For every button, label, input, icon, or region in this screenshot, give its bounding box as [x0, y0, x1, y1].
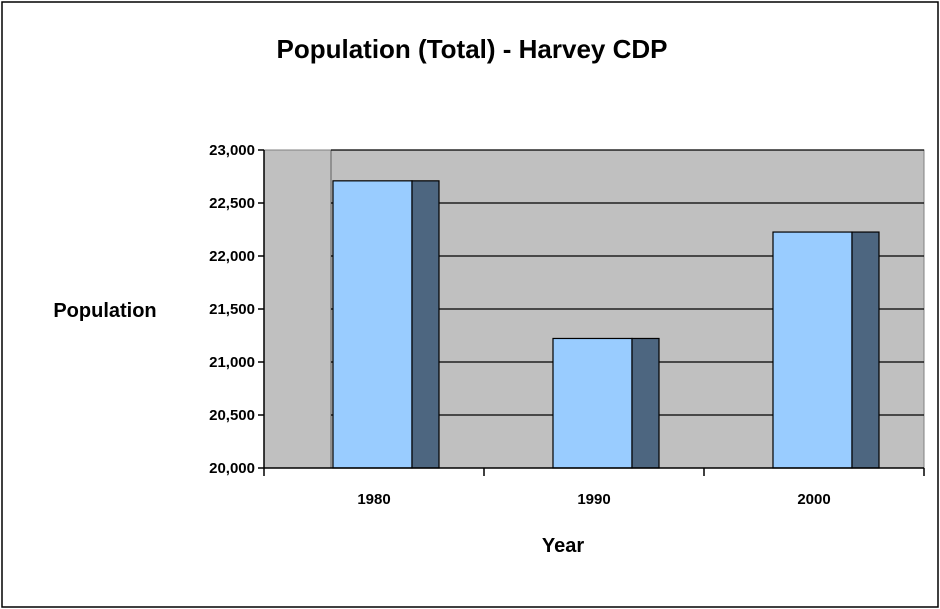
y-tick-label: 23,000 — [209, 142, 255, 159]
bar-front-1980 — [332, 180, 413, 469]
x-axis-ticks: 1980 1990 2000 — [263, 468, 925, 508]
chart-title: Population (Total) - Harvey CDP — [277, 34, 668, 64]
y-tick-label: 20,500 — [209, 407, 255, 424]
x-tick-label: 2000 — [797, 491, 830, 508]
x-tick-label: 1980 — [357, 491, 390, 508]
bar-front-2000 — [772, 231, 853, 469]
bar-side-1980 — [411, 180, 440, 469]
y-tick-label: 22,500 — [209, 195, 255, 212]
x-tick-label: 1990 — [577, 491, 610, 508]
x-axis-title: Year — [542, 535, 584, 557]
bar-front-1990 — [552, 337, 633, 469]
y-tick-label: 21,500 — [209, 301, 255, 318]
y-tick-label: 20,000 — [209, 460, 255, 477]
bar-side-1990 — [631, 337, 660, 469]
y-tick-label: 22,000 — [209, 248, 255, 265]
y-axis-ticks: 20,000 20,500 21,000 21,500 22,000 22,500 23,0… — [209, 142, 264, 477]
bars — [332, 180, 880, 469]
y-tick-label: 21,000 — [209, 354, 255, 371]
bar-side-2000 — [851, 231, 880, 469]
y-axis-title: Population — [53, 300, 156, 322]
